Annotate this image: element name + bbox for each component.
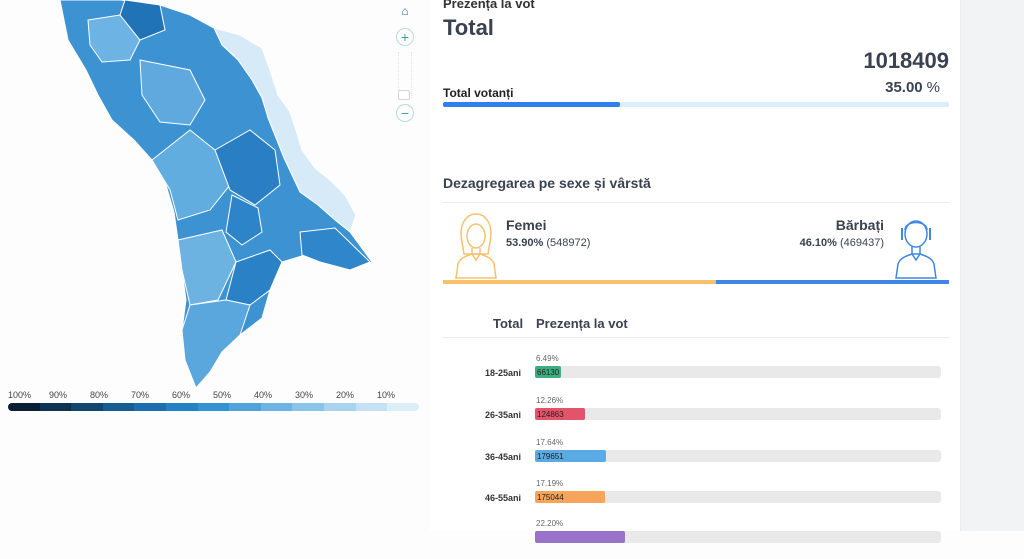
right-sidebar	[960, 0, 1024, 531]
map-panel: ⌂ + − 100% 90% 80% 70% 60% 50% 40% 30% 2…	[0, 0, 430, 531]
legend-label: 20%	[336, 390, 355, 400]
legend-color-swatch	[39, 403, 72, 411]
age-row: 18-25ani 6.49% 66130	[430, 354, 960, 394]
legend-label: 40%	[254, 390, 273, 400]
divider	[443, 337, 949, 338]
age-row-bar-track: 179651	[535, 450, 941, 462]
male-label: Bărbați	[835, 217, 884, 233]
legend-color-scale	[8, 403, 419, 411]
age-row: 22.20%	[430, 519, 960, 559]
age-row-label: 36-45ani	[484, 452, 521, 462]
age-row-bar-fill: 66130	[535, 366, 561, 378]
legend-color-swatch	[71, 403, 103, 411]
map-region-south-far-east[interactable]	[299, 227, 371, 271]
age-row-bar-track: 175044	[535, 491, 941, 503]
age-row-bar-fill: 179651	[535, 450, 606, 462]
female-person-icon	[455, 213, 497, 279]
age-row-bar-track	[535, 531, 941, 543]
moldova-turnout-map[interactable]	[0, 0, 430, 390]
legend-color-swatch	[355, 403, 388, 411]
divider	[443, 202, 949, 203]
zoom-slider-thumb[interactable]	[398, 90, 410, 100]
age-row-percent: 22.20%	[536, 519, 564, 528]
age-row-label: 18-25ani	[484, 368, 521, 378]
male-bar-segment	[715, 280, 949, 284]
total-percent-value: 35.00	[885, 79, 923, 96]
map-region-south[interactable]	[181, 299, 251, 389]
legend-label: 70%	[131, 390, 150, 400]
female-value: 53.90% (548972)	[506, 237, 590, 249]
gender-age-section-title: Dezagregarea pe sexe și vârstă	[443, 175, 651, 191]
legend-color-swatch	[134, 403, 167, 411]
total-percent-unit: %	[926, 79, 940, 96]
total-votes-number: 1018409	[863, 48, 949, 73]
age-row-label: 46-55ani	[484, 493, 521, 503]
panel-subtitle: Prezența la vot	[443, 0, 535, 11]
female-bar-segment	[443, 280, 716, 284]
total-progress-fill	[443, 102, 621, 107]
legend-color-swatch	[229, 403, 261, 411]
legend-color-swatch	[102, 403, 135, 411]
legend-label: 50%	[213, 390, 232, 400]
results-panel: Prezența la vot Total 1018409 35.00% Tot…	[430, 0, 960, 543]
legend-label: 10%	[377, 390, 396, 400]
legend-label: 80%	[90, 390, 109, 400]
legend-color-swatch	[292, 403, 325, 411]
map-region-north[interactable]	[119, 0, 166, 41]
legend-color-swatch	[387, 403, 419, 411]
age-row-percent: 6.49%	[536, 354, 559, 363]
female-count: (548972)	[546, 237, 591, 249]
female-percent: 53.90%	[506, 237, 544, 249]
age-row-count: 179651	[537, 452, 564, 461]
total-voters-label: Total votanți	[443, 86, 514, 100]
legend-color-swatch	[260, 403, 293, 411]
legend-labels: 100% 90% 80% 70% 60% 50% 40% 30% 20% 10%	[8, 390, 418, 400]
age-row-bar-fill: 124863	[535, 408, 585, 420]
map-region-south-west[interactable]	[177, 229, 237, 306]
age-row-count: 66130	[537, 368, 560, 377]
legend-label: 90%	[49, 390, 68, 400]
age-row-count: 124863	[537, 410, 564, 419]
gender-split-bar	[443, 280, 949, 284]
age-table-header-title: Prezența la vot	[536, 316, 628, 331]
map-region-center[interactable]	[214, 129, 281, 206]
legend-label: 60%	[172, 390, 191, 400]
map-region-capital[interactable]	[225, 194, 263, 246]
zoom-in-button[interactable]: +	[396, 28, 414, 46]
age-row-bar-fill: 175044	[535, 491, 605, 503]
map-region-center-west[interactable]	[151, 129, 231, 221]
male-count: (469437)	[839, 237, 884, 249]
age-row-percent: 12.26%	[536, 396, 564, 405]
zoom-out-button[interactable]: −	[396, 104, 414, 122]
total-percent: 35.00%	[885, 79, 940, 96]
age-row-bar-track: 124863	[535, 408, 941, 420]
zoom-slider-track[interactable]	[398, 52, 412, 98]
total-progress-bar	[443, 102, 949, 107]
legend-color-swatch	[197, 403, 230, 411]
legend-color-swatch	[324, 403, 356, 411]
legend-label: 30%	[295, 390, 314, 400]
legend-label: 100%	[8, 390, 32, 400]
female-label: Femei	[506, 217, 547, 233]
age-table-header-total: Total	[493, 316, 524, 331]
legend-color-swatch	[8, 403, 40, 411]
male-value: 46.10% (469437)	[800, 237, 884, 249]
age-row: 26-35ani 12.26% 124863	[430, 396, 960, 436]
age-row-bar-track: 66130	[535, 366, 941, 378]
age-row-percent: 17.64%	[536, 438, 564, 447]
age-row-bar-fill	[535, 531, 625, 543]
legend-color-swatch	[166, 403, 198, 411]
home-icon[interactable]: ⌂	[401, 4, 409, 18]
age-row-count: 175044	[537, 493, 564, 502]
age-row: 36-45ani 17.64% 179651	[430, 438, 960, 478]
page-title: Total	[443, 15, 494, 40]
map-region-center-north[interactable]	[139, 59, 206, 126]
male-person-icon	[895, 220, 937, 279]
male-percent: 46.10%	[799, 237, 837, 249]
age-row-percent: 17.19%	[536, 479, 564, 488]
age-row: 46-55ani 17.19% 175044	[430, 479, 960, 519]
age-row-label: 26-35ani	[484, 410, 521, 420]
